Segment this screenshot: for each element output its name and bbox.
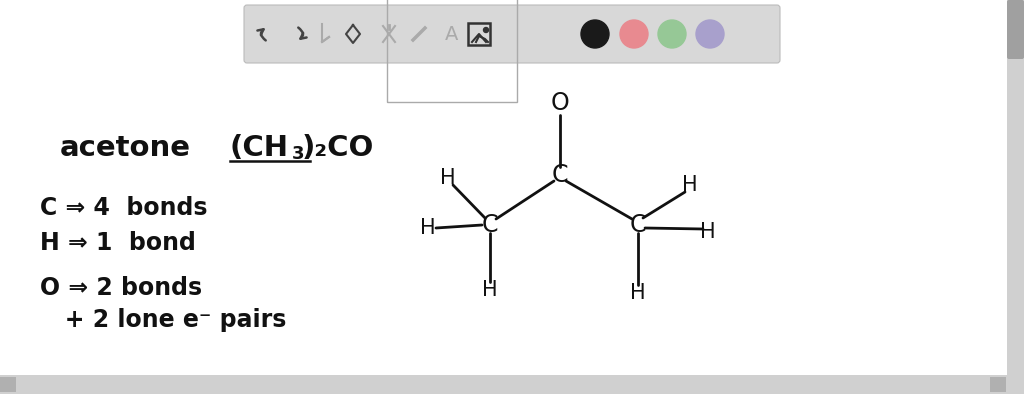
Bar [990,377,1006,392]
Text: A: A [445,24,459,43]
Text: )₂CO: )₂CO [302,134,375,162]
Text: H: H [700,222,716,242]
Text: C ⇒ 4  bonds: C ⇒ 4 bonds [40,196,208,220]
Text: O: O [551,91,569,115]
Text: C: C [552,163,568,187]
Text: H: H [682,175,697,195]
FancyBboxPatch shape [244,5,780,63]
Text: + 2 lone e⁻ pairs: + 2 lone e⁻ pairs [40,308,287,332]
Circle shape [696,20,724,48]
Bar [0,375,1024,394]
Text: H: H [440,168,456,188]
Text: H: H [482,280,498,300]
Text: acetone: acetone [60,134,191,162]
Circle shape [581,20,609,48]
Text: H: H [420,218,436,238]
Text: O ⇒ 2 bonds: O ⇒ 2 bonds [40,276,202,300]
Circle shape [483,28,488,32]
Bar [1007,0,1024,375]
FancyBboxPatch shape [1007,0,1024,59]
Text: (CH: (CH [230,134,289,162]
Text: H ⇒ 1  bond: H ⇒ 1 bond [40,231,196,255]
Text: C: C [630,213,646,237]
Circle shape [620,20,648,48]
Bar [0,377,16,392]
Text: C: C [481,213,499,237]
Text: H: H [630,283,646,303]
Circle shape [658,20,686,48]
Text: 3: 3 [292,145,304,163]
